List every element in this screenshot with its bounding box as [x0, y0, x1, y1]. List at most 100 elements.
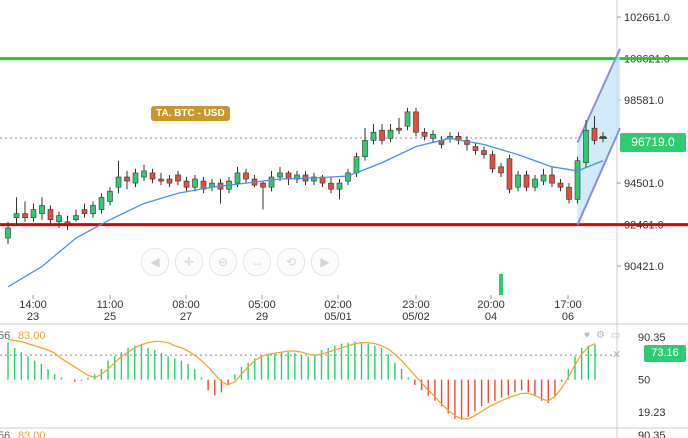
stoch-current-tag: 73.16 [644, 345, 686, 362]
stoch-tick-label: 50 [638, 375, 650, 387]
chart-nav-toolbar: ◀ ✛ ⊖ ↔ ⟲ ▶ [141, 248, 339, 276]
scroll-left-icon[interactable]: ◀ [141, 248, 169, 276]
candle-body[interactable] [90, 205, 96, 214]
window-icon[interactable]: ▭ [610, 330, 621, 341]
candle-body[interactable] [353, 156, 360, 174]
candle-body[interactable] [396, 127, 402, 131]
candle-body[interactable] [379, 129, 385, 141]
candle-body[interactable] [243, 172, 249, 180]
candle-body[interactable] [166, 178, 173, 184]
close-icon[interactable]: ✕ [612, 349, 622, 361]
time-tick-date: 23 [27, 311, 39, 323]
moving-average-line [7, 137, 604, 288]
candle-body[interactable] [566, 186, 572, 200]
candle-body[interactable] [149, 172, 156, 180]
time-tick-label: 14:00 [19, 299, 47, 311]
stoch-tick-label: 19.23 [638, 407, 666, 419]
zoom-out-icon[interactable]: ⊖ [209, 248, 237, 276]
candle-body[interactable] [192, 178, 198, 188]
channel-lower-line[interactable] [576, 127, 621, 226]
candle-body[interactable] [268, 176, 275, 188]
candle-body[interactable] [234, 172, 241, 184]
candle-body[interactable] [515, 174, 521, 188]
candle-body[interactable] [311, 176, 317, 182]
time-tick-date: 05/02 [402, 311, 430, 323]
candle-body[interactable] [574, 160, 581, 200]
candle-body[interactable] [583, 129, 589, 164]
time-tick-date: 27 [180, 311, 192, 323]
candle-body[interactable] [523, 174, 530, 188]
candle-body[interactable] [13, 213, 20, 218]
time-tick-label: 20:00 [477, 299, 505, 311]
candle-body[interactable] [532, 178, 538, 188]
candle-body[interactable] [591, 127, 598, 141]
stoch-signal-line [7, 338, 596, 420]
candle-body[interactable] [387, 129, 394, 139]
candle-body[interactable] [141, 170, 147, 178]
candle-body[interactable] [430, 133, 436, 139]
heart-icon[interactable]: ♥ [584, 330, 590, 341]
candle-body[interactable] [481, 150, 487, 155]
candle-body[interactable] [472, 146, 479, 151]
candle-body[interactable] [64, 221, 71, 225]
candle-body[interactable] [107, 190, 113, 202]
candle-body[interactable] [183, 180, 190, 188]
price-tick-label: 98581.0 [624, 95, 664, 107]
channel-upper-line[interactable] [576, 48, 621, 143]
candle-body[interactable] [345, 172, 351, 182]
candle-body[interactable] [158, 178, 164, 182]
candle-body[interactable] [39, 205, 45, 214]
time-tick-label: 17:00 [554, 299, 582, 311]
zoom-in-icon[interactable]: ✛ [175, 248, 203, 276]
candle-body[interactable] [5, 227, 11, 239]
time-tick-date: 04 [485, 311, 497, 323]
candle-body[interactable] [30, 209, 37, 218]
stoch2-axis-top: 90.35 [638, 430, 666, 438]
price-tick-label: 90421.0 [624, 261, 664, 273]
reset-icon[interactable]: ⟲ [277, 248, 305, 276]
candle-body[interactable] [98, 197, 105, 210]
channel-fill [577, 48, 620, 225]
candle-body[interactable] [56, 215, 62, 223]
candle-body[interactable] [540, 174, 547, 182]
candle-body[interactable] [549, 174, 555, 184]
time-tick-date: 29 [256, 311, 268, 323]
candle-body[interactable] [22, 213, 28, 218]
indicator-toolbar: ♥ ⚙ ▭ [584, 330, 620, 341]
candle-body[interactable] [260, 182, 266, 188]
candle-body[interactable] [47, 209, 54, 221]
time-tick-label: 23:00 [402, 299, 430, 311]
candle-body[interactable] [175, 174, 181, 182]
candle-body[interactable] [124, 176, 130, 182]
stoch-tick-label: 90.35 [638, 332, 666, 344]
candle-body[interactable] [498, 166, 504, 174]
candle-body[interactable] [506, 158, 513, 190]
time-tick-date: 06 [562, 311, 574, 323]
candle-body[interactable] [277, 172, 283, 178]
candle-body[interactable] [413, 111, 419, 133]
fit-icon[interactable]: ↔ [243, 248, 271, 276]
price-tick-label: 102661.0 [624, 12, 670, 24]
candle-body[interactable] [489, 154, 496, 170]
candle-body[interactable] [370, 131, 377, 141]
candle-body[interactable] [421, 131, 428, 137]
candle-body[interactable] [115, 176, 122, 188]
time-tick-date: 05/01 [324, 311, 352, 323]
candle-body[interactable] [73, 215, 79, 221]
candle-body[interactable] [362, 140, 368, 157]
time-tick-label: 05:00 [248, 299, 276, 311]
candle-body[interactable] [81, 209, 88, 214]
scroll-right-icon[interactable]: ▶ [311, 248, 339, 276]
candle-body[interactable] [404, 111, 411, 127]
stoch-label-k: 56 [0, 330, 11, 342]
candle-body[interactable] [328, 182, 334, 190]
symbol-badge: TA. BTC - USD [151, 106, 230, 121]
candle-body[interactable] [336, 182, 343, 190]
stoch-label-d: 83.00 [18, 330, 46, 342]
candle-body[interactable] [557, 182, 564, 188]
candle-body[interactable] [132, 172, 139, 184]
settings-icon[interactable]: ⚙ [595, 330, 605, 341]
price-tick-label: 94501.0 [624, 178, 664, 190]
